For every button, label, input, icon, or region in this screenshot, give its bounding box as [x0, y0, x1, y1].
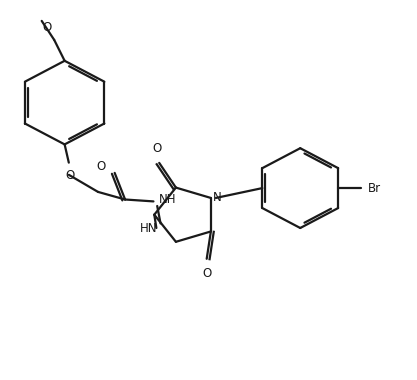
Text: N: N	[213, 191, 222, 204]
Text: O: O	[42, 21, 51, 34]
Text: HN: HN	[140, 222, 157, 234]
Text: O: O	[202, 267, 211, 280]
Text: Br: Br	[368, 182, 381, 195]
Text: O: O	[96, 160, 106, 173]
Text: O: O	[153, 141, 162, 155]
Text: O: O	[66, 169, 75, 182]
Text: NH: NH	[158, 193, 176, 206]
